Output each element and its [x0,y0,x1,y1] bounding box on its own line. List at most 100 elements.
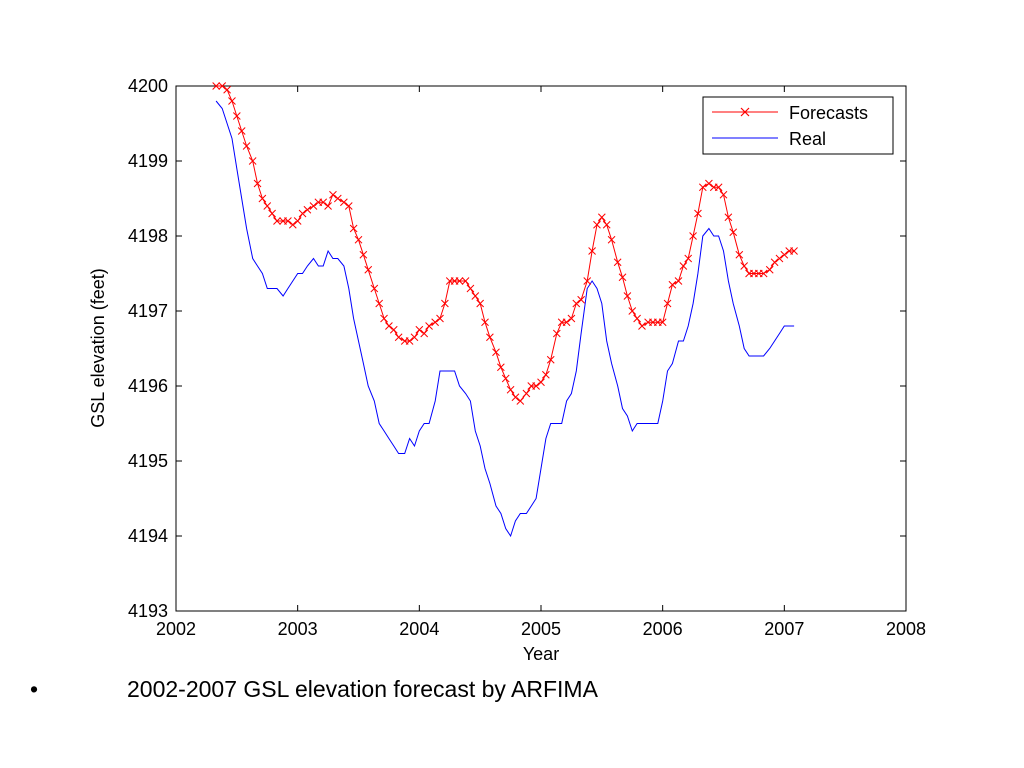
data-point-forecasts [333,194,342,203]
data-point-forecasts [223,85,231,94]
data-point-forecasts [324,202,332,210]
x-tick-label: 2003 [278,619,318,639]
data-point-forecasts [349,224,358,233]
data-point-forecasts [694,209,702,218]
y-tick-label: 4193 [128,601,168,621]
data-point-forecasts [284,217,292,225]
data-point-forecasts [668,280,677,289]
data-point-forecasts [597,213,606,222]
data-point-forecasts [375,299,384,308]
data-point-forecasts [212,82,221,90]
x-tick-label: 2004 [399,619,439,639]
data-point-forecasts [218,82,227,90]
data-point-forecasts [232,112,241,120]
data-point-forecasts [698,183,707,192]
data-point-forecasts [496,363,505,372]
data-point-forecasts [633,314,641,323]
data-point-forecasts [410,333,419,342]
data-point-forecasts [542,370,550,379]
data-point-forecasts [263,202,272,210]
data-point-forecasts [466,284,475,293]
data-point-forecasts [705,179,713,188]
data-point-forecasts [385,322,393,330]
data-point-forecasts [714,183,723,192]
data-point-forecasts [293,217,302,225]
data-point-forecasts [354,235,363,244]
data-point-forecasts [273,217,281,225]
data-point-forecasts [516,397,525,405]
y-axis-label: GSL elevation (feet) [88,268,108,427]
data-point-forecasts [658,318,667,327]
data-point-forecasts [425,322,433,330]
data-point-forecasts [319,198,328,207]
data-point-forecasts [228,97,236,105]
data-point-forecasts [740,262,749,270]
data-point-forecasts [329,190,337,199]
data-point-forecasts [359,250,368,259]
data-point-forecasts [303,205,312,214]
data-point-forecasts [492,348,500,357]
x-tick-label: 2002 [156,619,196,639]
data-point-forecasts [501,374,510,383]
y-tick-label: 4199 [128,151,168,171]
data-point-forecasts [628,307,637,315]
data-point-forecasts [242,142,251,150]
data-point-forecasts [268,209,276,218]
data-point-forecasts [638,322,646,330]
y-tick-label: 4198 [128,226,168,246]
data-point-forecasts [623,292,632,300]
y-tick-label: 4194 [128,526,168,546]
caption-text: 2002-2007 GSL elevation forecast by ARFI… [127,676,598,702]
data-point-forecasts [340,198,348,207]
data-point-forecasts [370,284,379,293]
data-point-forecasts [567,314,576,323]
data-point-forecasts [719,190,728,199]
data-point-forecasts [288,220,297,229]
y-tick-label: 4196 [128,376,168,396]
data-point-forecasts [380,314,388,323]
data-point-forecasts [689,232,697,240]
data-point-forecasts [486,333,494,342]
legend-label-real: Real [789,129,826,149]
x-axis-label: Year [523,644,559,664]
data-point-forecasts [298,209,307,218]
y-tick-label: 4197 [128,301,168,321]
data-point-forecasts [663,299,672,308]
data-point-forecasts [562,318,571,327]
data-point-forecasts [471,292,480,300]
data-point-forecasts [546,355,555,364]
data-point-forecasts [405,337,414,345]
data-point-forecasts [455,277,464,285]
data-point-forecasts [344,202,353,210]
plot-area [175,85,907,612]
y-tick-label: 4200 [128,76,168,96]
data-point-forecasts [415,325,424,334]
data-point-forecasts [684,254,693,263]
x-tick-label: 2005 [521,619,561,639]
data-point-forecasts [532,382,540,390]
data-point-forecasts [253,179,262,188]
data-point-forecasts [420,329,429,338]
data-point-forecasts [770,258,779,267]
data-point-forecasts [602,220,611,229]
legend-box [702,96,894,155]
series-line-real [215,100,795,538]
data-point-forecasts [577,295,586,304]
data-point-forecasts [522,389,531,398]
data-point-forecasts [309,202,318,210]
chart: 2002 2003 2004 2005 2006 2007 2008 41934194419… [88,76,926,664]
data-point-forecasts [724,213,733,222]
data-point-forecasts [618,273,627,282]
y-tick-label: 4195 [128,451,168,471]
data-point-forecasts [674,277,683,285]
data-point-forecasts [759,269,768,278]
data-point-forecasts [481,318,489,327]
data-point-forecasts [729,228,738,237]
x-tick-label: 2008 [886,619,926,639]
legend-label-forecasts: Forecasts [789,103,868,123]
data-point-forecasts [607,235,616,244]
data-point-forecasts [735,250,744,259]
data-point-forecasts [389,325,398,334]
data-point-forecasts [441,299,449,308]
series-layer [212,82,798,538]
